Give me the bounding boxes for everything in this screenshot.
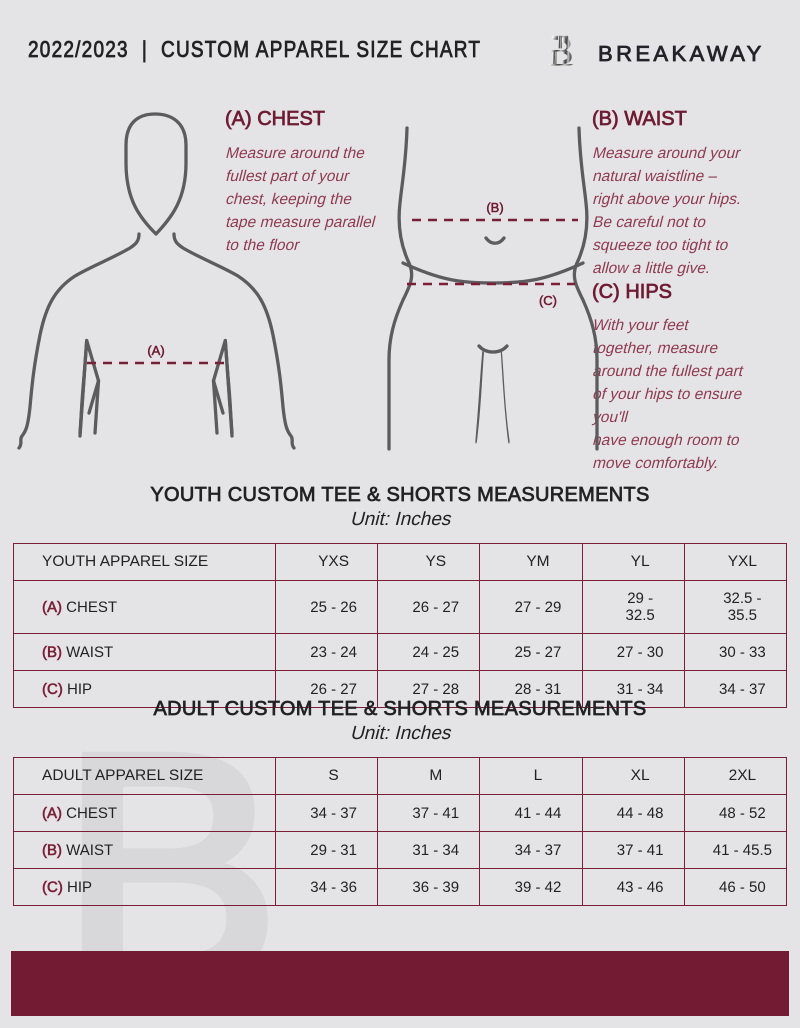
svg-text:(C): (C) <box>539 293 557 309</box>
svg-text:(B): (B) <box>486 200 503 216</box>
svg-text:(A): (A) <box>147 343 164 359</box>
